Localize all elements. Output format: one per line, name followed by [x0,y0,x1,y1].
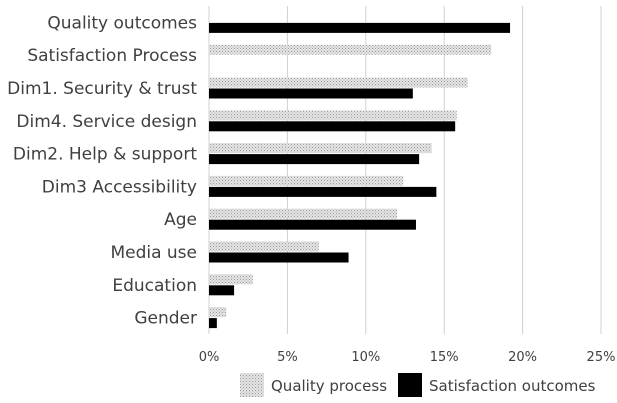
x-tick-label: 10% [351,350,380,365]
category-label-dim1-security-trust: Dim1. Security & trust [7,79,197,99]
bar-satisfaction-outcomes-education [209,285,235,296]
gridlines [208,6,602,334]
bar-satisfaction-outcomes-dim1-security-trust [209,88,413,99]
category-label-dim2-help-support: Dim2. Help & support [13,145,197,165]
x-tick-label: 0% [199,350,220,365]
bar-quality-process-dim1-security-trust [209,77,468,88]
legend: Quality process Satisfaction outcomes [240,373,596,397]
legend-label-satisfaction-outcomes: Satisfaction outcomes [429,377,596,395]
category-label-quality-outcomes: Quality outcomes [47,13,197,33]
bar-satisfaction-outcomes-gender [209,318,217,329]
bar-quality-process-gender [209,307,227,318]
category-label-gender: Gender [134,309,197,329]
bar-quality-process-age [209,208,398,219]
bars [209,22,511,329]
bar-satisfaction-outcomes-dim4-service-design [209,121,456,132]
legend-swatch-quality-process [240,373,264,397]
bar-quality-process-dim4-service-design [209,110,457,121]
bar-satisfaction-outcomes-quality-outcomes [209,22,511,33]
x-tick-label: 5% [277,350,298,365]
bar-quality-process-media-use [209,241,319,252]
category-label-dim3-accessibility: Dim3 Accessibility [42,177,197,197]
legend-label-quality-process: Quality process [271,377,387,395]
category-label-media-use: Media use [110,243,197,263]
x-tick-label: 20% [508,350,537,365]
bar-satisfaction-outcomes-media-use [209,252,349,263]
legend-swatch-satisfaction-outcomes [398,373,422,397]
category-label-age: Age [164,210,197,230]
x-tick-label: 15% [430,350,459,365]
bar-satisfaction-outcomes-age [209,219,416,230]
x-tick-label: 25% [587,350,616,365]
bar-quality-process-education [209,274,253,285]
bar-quality-process-dim3-accessibility [209,175,404,186]
category-label-satisfaction-process: Satisfaction Process [27,46,197,66]
category-label-dim4-service-design: Dim4. Service design [16,112,197,132]
x-axis-tick-labels: 0% 5% 10% 15% 20% 25% [199,350,616,365]
bar-quality-process-satisfaction-process [209,44,492,55]
bar-satisfaction-outcomes-dim3-accessibility [209,186,437,197]
bar-quality-process-dim2-help-support [209,143,432,154]
bar-satisfaction-outcomes-dim2-help-support [209,154,420,165]
category-label-education: Education [112,276,197,296]
category-labels: Quality outcomes Satisfaction Process Dim1… [7,13,197,328]
